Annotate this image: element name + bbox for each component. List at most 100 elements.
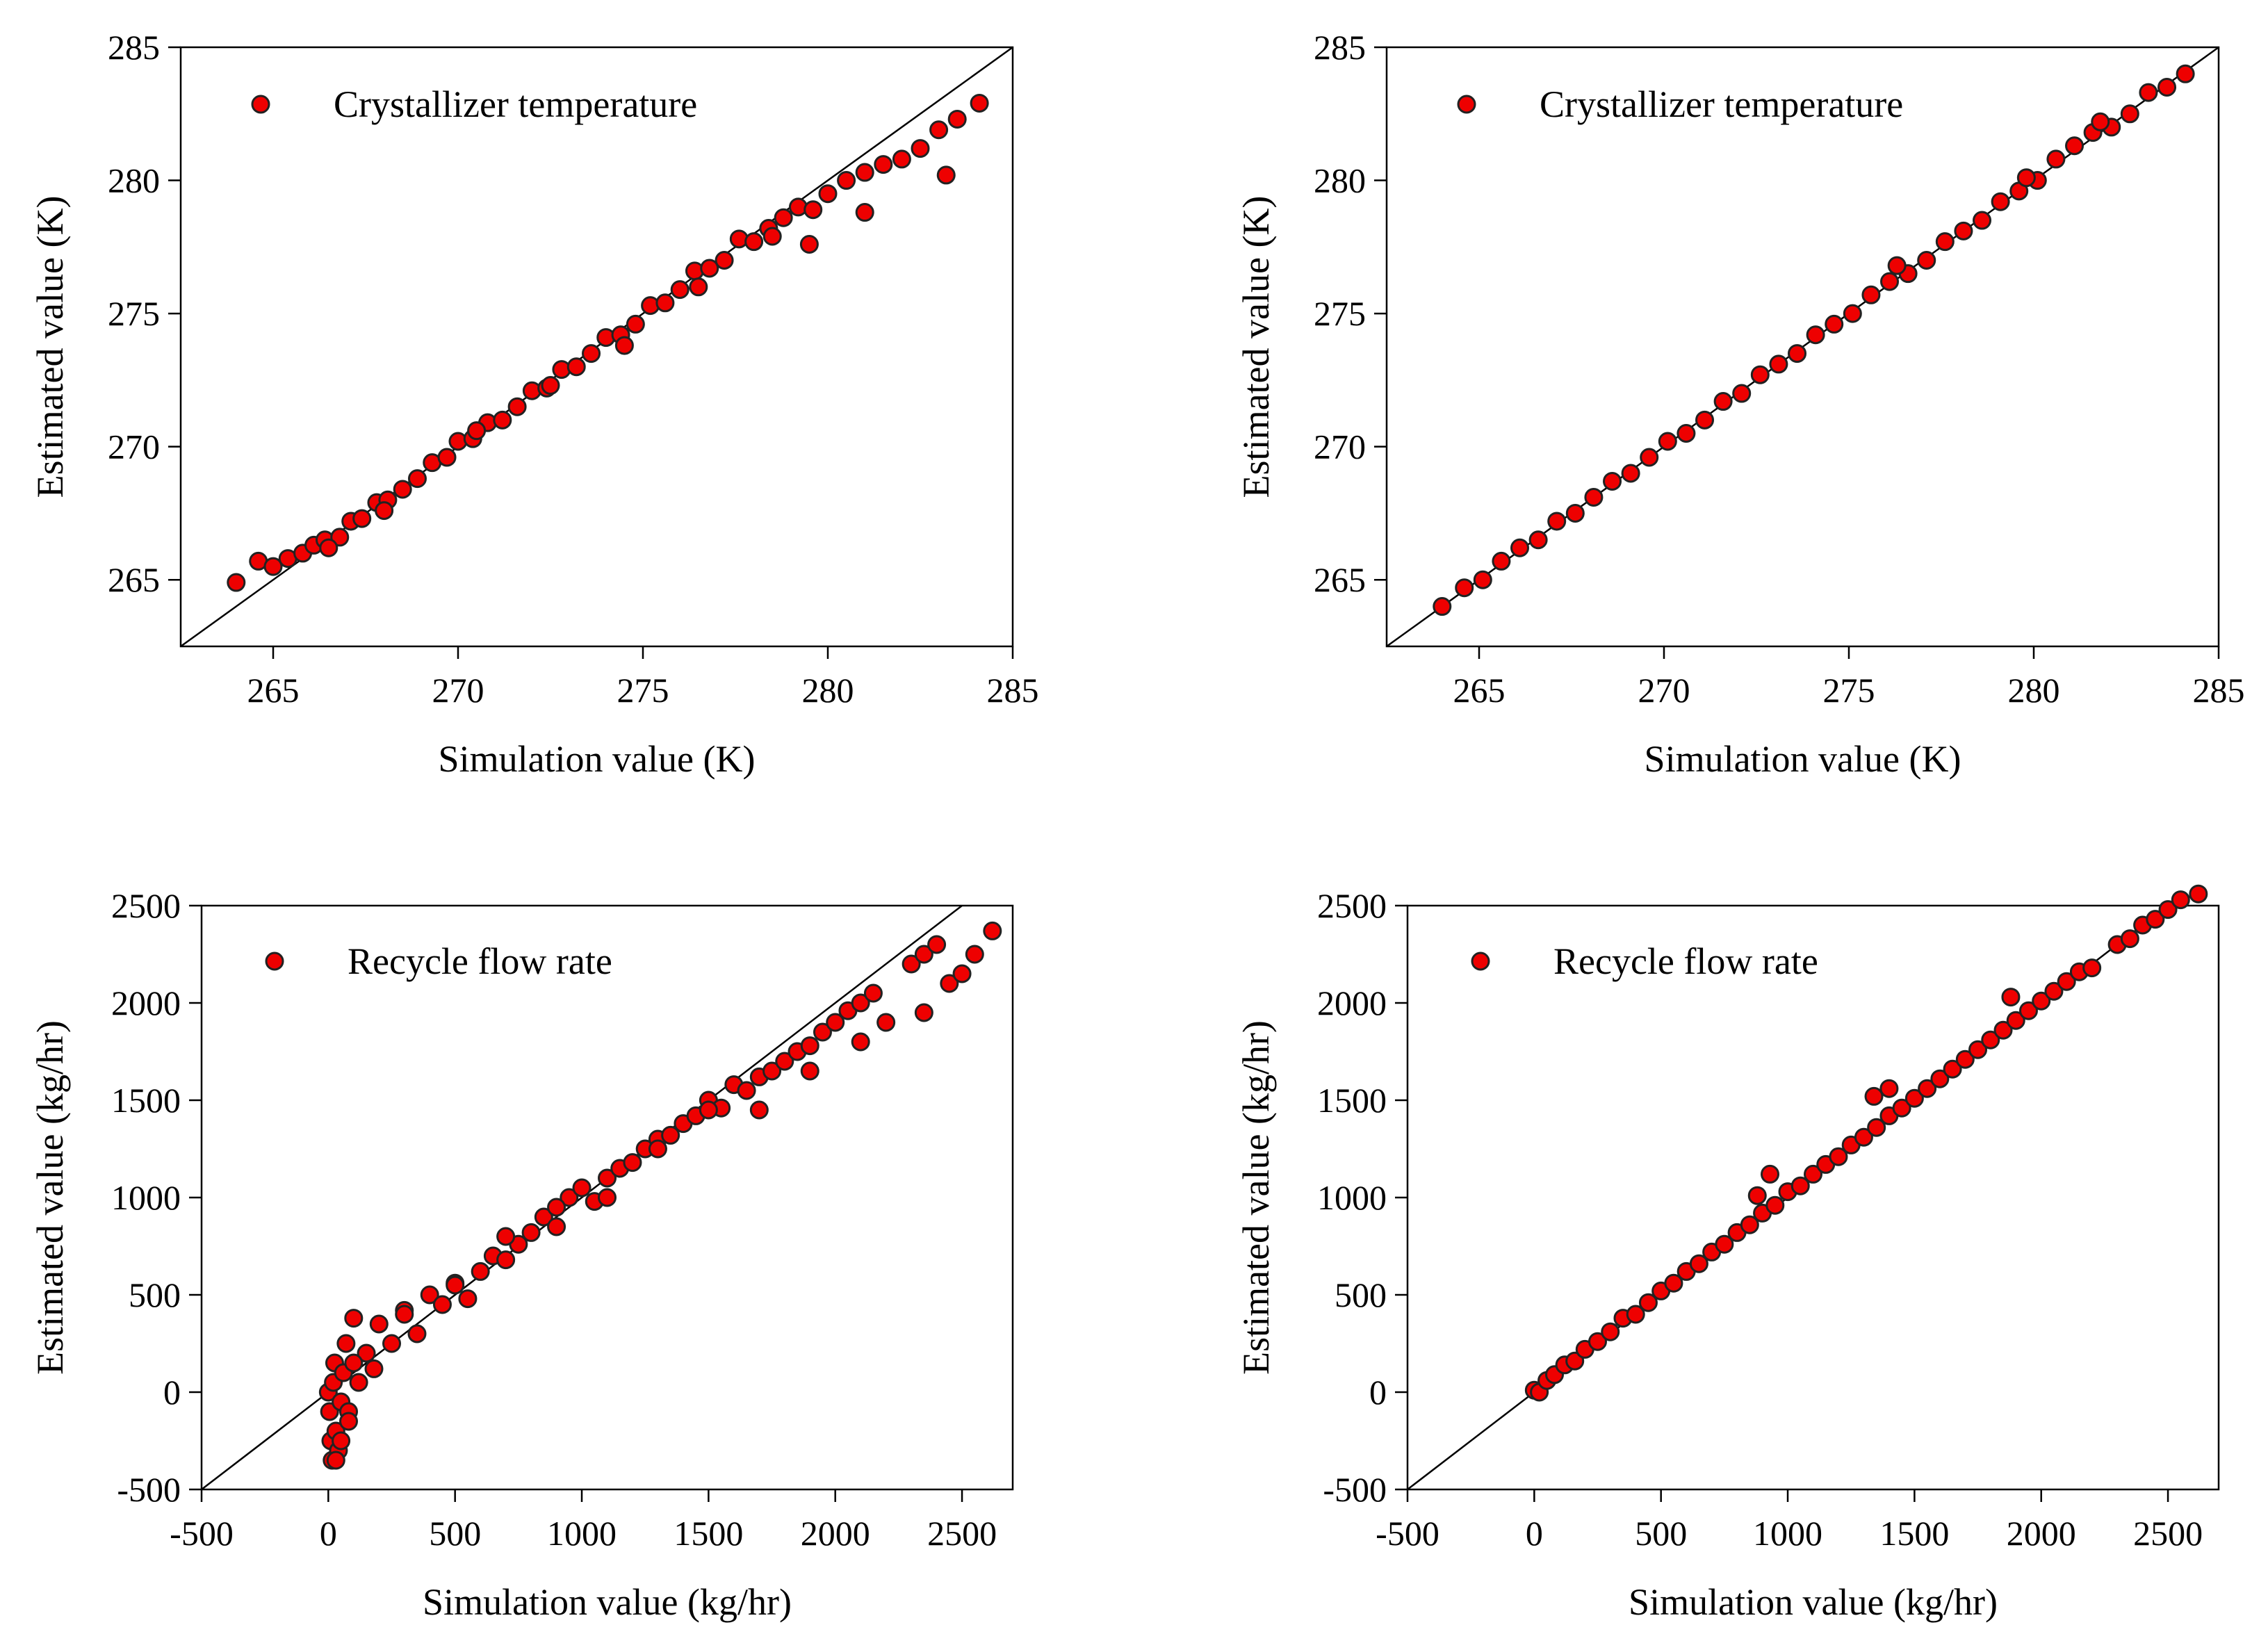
- x-axis-title: Simulation value (kg/hr): [1629, 1581, 1998, 1623]
- data-point: [1825, 314, 1844, 334]
- data-point: [1880, 272, 1900, 291]
- data-point: [2120, 929, 2139, 949]
- x-tick-label: 2500: [927, 1514, 997, 1553]
- data-point: [1892, 1098, 1911, 1118]
- data-point: [1917, 250, 1936, 270]
- data-point: [983, 921, 1002, 940]
- y-tick-label: 270: [1314, 427, 1366, 466]
- data-point: [661, 1125, 680, 1145]
- data-point: [364, 1359, 384, 1378]
- data-point: [1843, 304, 1862, 323]
- data-point: [344, 1309, 364, 1328]
- data-point: [1638, 1293, 1658, 1312]
- data-point: [319, 538, 338, 557]
- data-point: [1788, 344, 1807, 364]
- data-point: [541, 376, 560, 395]
- y-tick-label: 2500: [1317, 886, 1387, 925]
- data-point: [598, 1168, 617, 1188]
- data-point: [1829, 1147, 1848, 1166]
- data-point: [2120, 104, 2139, 124]
- data-point: [1861, 285, 1881, 304]
- x-tick-label: 265: [247, 671, 300, 710]
- data-point: [1664, 1273, 1683, 1293]
- data-point: [1765, 1195, 1785, 1215]
- data-point: [2057, 972, 2076, 991]
- data-point: [2176, 64, 2195, 83]
- data-point: [614, 336, 634, 355]
- data-point: [965, 945, 984, 964]
- y-tick-label: 275: [1314, 294, 1366, 333]
- data-point: [1993, 1020, 2013, 1040]
- data-point: [560, 1188, 579, 1207]
- data-point: [1973, 211, 1992, 230]
- y-tick-label: 270: [108, 427, 160, 466]
- data-point: [940, 974, 959, 993]
- data-point: [2018, 1001, 2038, 1020]
- x-tick-label: 2500: [2133, 1514, 2203, 1553]
- chart-panel-1: 265 270 275 280 285 265 270 275 280 285 Simulation…: [29, 28, 1039, 780]
- data-point: [762, 1061, 782, 1081]
- data-point: [775, 1052, 794, 1071]
- x-tick-label: 270: [1638, 671, 1690, 710]
- legend-marker: [1471, 951, 1490, 971]
- data-point: [818, 184, 838, 204]
- data-point: [1588, 1332, 1608, 1351]
- y-axis-title: Estimated value (K): [1235, 196, 1277, 498]
- x-tick-label: 1000: [1753, 1514, 1822, 1553]
- data-point: [911, 139, 930, 158]
- data-point: [902, 954, 921, 974]
- data-point: [799, 235, 819, 254]
- data-point: [874, 155, 893, 174]
- y-axis-title: Estimated value (kg/hr): [29, 1020, 71, 1375]
- x-tick-label: 285: [2193, 671, 2245, 710]
- legend-marker: [1457, 95, 1476, 114]
- data-point: [626, 314, 645, 334]
- data-point: [2146, 910, 2165, 929]
- data-point: [863, 983, 883, 1003]
- data-point: [1565, 503, 1585, 523]
- legend-label: Recycle flow rate: [1553, 940, 1818, 982]
- plot-frame: [1385, 46, 2220, 648]
- y-tick-label: 500: [129, 1275, 181, 1314]
- data-point: [737, 1081, 756, 1100]
- data-point: [1626, 1305, 1645, 1324]
- data-point: [1750, 365, 1770, 384]
- data-point: [1433, 597, 1452, 616]
- data-point: [420, 1285, 439, 1305]
- x-tick-label: 275: [617, 671, 669, 710]
- y-tick-label: -500: [1323, 1470, 1387, 1509]
- data-point: [493, 410, 512, 430]
- data-point: [762, 227, 782, 246]
- data-point: [446, 1275, 465, 1295]
- x-tick-label: 0: [320, 1514, 337, 1553]
- data-point: [507, 397, 527, 416]
- data-point: [970, 93, 989, 113]
- data-point: [1935, 232, 1955, 252]
- data-point: [1473, 570, 1492, 589]
- data-point: [803, 200, 823, 220]
- data-point: [1492, 551, 1511, 571]
- chart-panel-3: -500 0 500 1000 1500 2000 2500 -500 0 500 1000 1500…: [29, 886, 1014, 1623]
- data-point: [1713, 392, 1733, 411]
- data-point: [813, 1022, 832, 1042]
- data-point: [1943, 1059, 1962, 1079]
- y-tick-label: 265: [1314, 560, 1366, 599]
- data-point: [1864, 1086, 1884, 1106]
- chart-panel-4: -500 0 500 1000 1500 2000 2500 -500 0 500 1000 1500…: [1235, 884, 2220, 1623]
- data-point: [471, 1261, 490, 1281]
- data-point: [1887, 256, 1907, 275]
- data-point: [2091, 112, 2110, 131]
- y-tick-label: 1500: [111, 1081, 181, 1120]
- data-point: [800, 1061, 819, 1081]
- data-point: [744, 232, 764, 252]
- data-point: [2171, 890, 2190, 910]
- y-axis-title: Estimated value (kg/hr): [1235, 1020, 1277, 1375]
- legend-marker: [265, 951, 284, 971]
- data-point: [774, 208, 793, 227]
- data-point: [1867, 1118, 1886, 1137]
- y-tick-label: 2500: [111, 886, 181, 925]
- y-tick-label: 500: [1335, 1275, 1387, 1314]
- data-point: [670, 280, 690, 300]
- data-point: [1689, 1254, 1708, 1273]
